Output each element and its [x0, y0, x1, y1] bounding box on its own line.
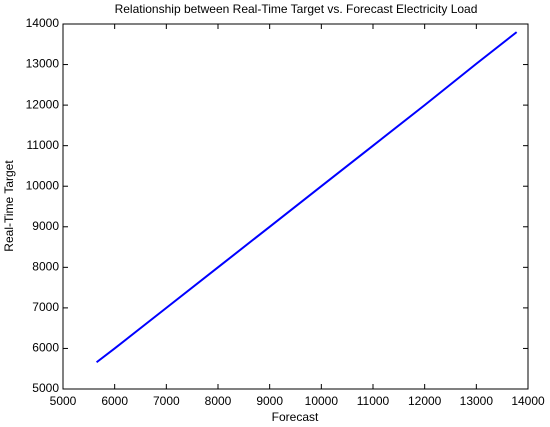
x-tick-label: 12000 — [408, 394, 442, 408]
x-tick-label: 14000 — [511, 394, 545, 408]
y-tick-label: 12000 — [26, 97, 60, 111]
y-axis-label: Real-Time Target — [2, 160, 16, 252]
y-tick-label: 13000 — [26, 57, 60, 71]
x-tick-label: 5000 — [50, 394, 77, 408]
y-tick-label: 14000 — [26, 16, 60, 30]
x-tick-label: 8000 — [205, 394, 232, 408]
y-tick-label: 7000 — [32, 300, 59, 314]
data-line — [95, 31, 518, 364]
x-tick-label: 6000 — [101, 394, 128, 408]
x-tick-label: 10000 — [305, 394, 339, 408]
x-tick-label: 11000 — [357, 394, 390, 408]
x-tick-label: 13000 — [460, 394, 494, 408]
y-tick-label: 5000 — [32, 381, 59, 395]
y-tick-label: 8000 — [32, 260, 59, 274]
y-tick-label: 9000 — [32, 219, 59, 233]
x-tick-label: 7000 — [153, 394, 180, 408]
plot-frame — [62, 23, 529, 390]
y-tick-label: 11000 — [27, 138, 60, 152]
x-tick-label: 9000 — [256, 394, 283, 408]
chart-title: Relationship between Real-Time Target vs… — [115, 2, 478, 16]
y-tick-label: 6000 — [32, 341, 59, 355]
y-tick-label: 10000 — [26, 178, 60, 192]
x-axis-label: Forecast — [272, 410, 319, 424]
